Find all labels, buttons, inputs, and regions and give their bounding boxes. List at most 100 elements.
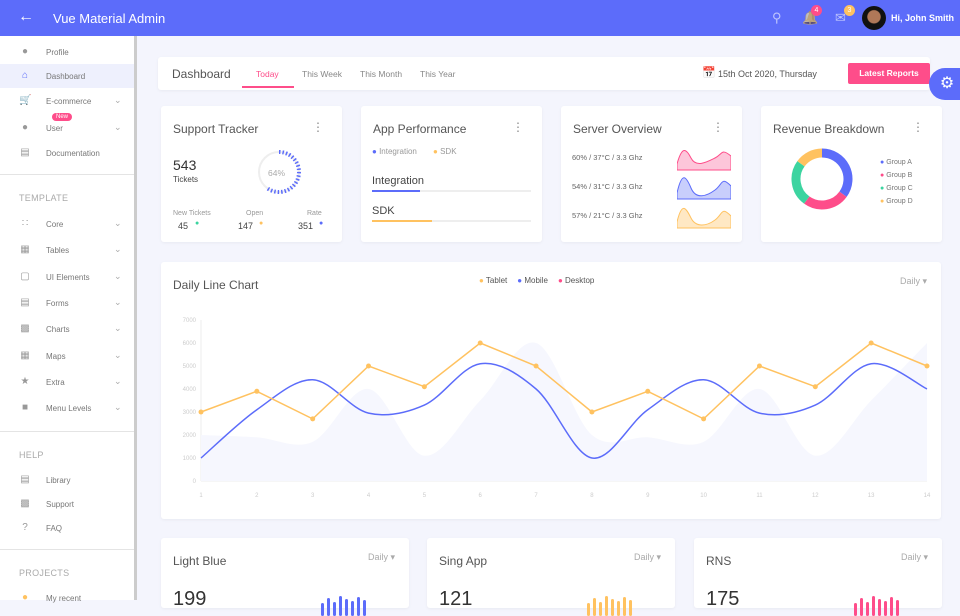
tablet-point [645,388,651,394]
sidebar-item-maps[interactable]: ▦ Maps ⌄ [0,344,134,368]
table-icon: ▦ [20,244,30,256]
x-tick-label: 12 [812,493,819,499]
sidebar-item-tables[interactable]: ▦ Tables ⌄ [0,238,134,262]
search-icon[interactable]: ⚲ [772,10,782,25]
y-tick-label: 2000 [183,433,197,439]
y-tick-label: 6000 [183,341,197,347]
legend-item: ● Group B [880,172,913,185]
support-tracker-card: Support Tracker ⋮ 543 Tickets 64% New Tic… [161,106,342,242]
avatar[interactable] [862,6,886,30]
sidebar-item-label: Charts [46,325,70,335]
library-icon: ▤ [20,474,30,485]
mini-bar [629,600,632,616]
daily-line-chart-card: Daily Line Chart ● Tablet ● Mobile ● Deskt… [161,262,941,519]
legend-item: ● Group C [880,185,913,198]
sidebar-item-label: Core [46,220,64,229]
tablet-point [589,409,595,415]
x-tick-label: 8 [590,493,594,499]
dot-icon: ● [557,276,563,285]
sidebar-item-faq[interactable]: ? FAQ [0,516,134,540]
page-title: Dashboard [172,67,231,81]
legend-item: Integration [379,147,417,156]
sidebar-item-label: Tables [46,246,70,256]
mini-bar [878,599,881,616]
sidebar-item-my-recent[interactable]: ● My recent [0,586,134,610]
tablet-point [868,340,874,346]
dot-icon: ● [195,220,200,227]
tab-this-week[interactable]: This Week [302,69,342,79]
user-greeting[interactable]: Hi, John Smith [891,13,954,23]
legend-item[interactable]: ● Desktop [558,276,594,285]
chevron-down-icon: ⌄ [114,218,122,228]
period-label: Daily [633,552,654,562]
more-vert-icon[interactable]: ⋮ [312,120,324,134]
dashboard-toolbar: Dashboard Today This Week This Month Thi… [158,57,930,90]
legend-item[interactable]: ● Mobile [517,276,548,285]
x-tick-label: 14 [924,493,931,499]
tablet-point [421,384,427,390]
sidebar-item-extra[interactable]: ★ Extra ⌄ [0,370,134,394]
y-tick-label: 0 [193,479,197,485]
period-select[interactable]: Daily ▾ [899,276,927,286]
period-select[interactable]: Daily ▾ [633,552,661,562]
latest-reports-button[interactable]: Latest Reports [848,63,930,84]
mini-bar [884,601,887,616]
sidebar-item-support[interactable]: ▩ Support [0,492,134,516]
dot-icon: ● [21,592,29,603]
dot-icon: ● [372,147,377,156]
card-title: RNS [706,554,732,568]
tab-this-month[interactable]: This Month [360,69,403,79]
sidebar-item-forms[interactable]: ▤ Forms ⌄ [0,291,134,315]
y-tick-label: 5000 [183,364,197,370]
bell-icon[interactable]: 🔔 4 [802,5,822,26]
sidebar-item-ui-elements[interactable]: ▢ UI Elements ⌄ [0,265,134,289]
sidebar-item-charts[interactable]: ▩ Charts ⌄ [0,317,134,341]
chevron-down-icon: ⌄ [114,270,122,281]
mail-icon[interactable]: ✉ 3 [835,5,855,26]
sidebar-item-label: FAQ [46,524,63,533]
mini-bar [611,599,614,616]
sidebar-item-ecommerce[interactable]: 🛒 E-commerce ⌄ [0,89,134,113]
period-select[interactable]: Daily ▾ [900,552,928,562]
settings-gear-button[interactable]: ⚙ [929,68,960,100]
tab-today[interactable]: Today [256,69,279,79]
series-mobile-line [200,362,928,459]
legend-label: Group C [886,185,913,192]
chevron-down-icon: ⌄ [114,122,122,132]
sidebar-item-documentation[interactable]: ▤ Documentation [0,141,134,165]
light-blue-card: Light Blue Daily ▾ 199 [161,538,409,616]
more-vert-icon[interactable]: ⋮ [512,120,524,134]
x-tick-label: 2 [255,493,259,499]
sidebar-item-dashboard[interactable]: ⌂ Dashboard [0,64,134,88]
chevron-down-icon: ⌄ [114,296,122,307]
legend-label: Group D [886,198,913,205]
bar-label: SDK [372,205,395,217]
donut-slice [797,148,823,167]
sidebar-item-profile[interactable]: ● Profile [0,40,134,64]
period-select[interactable]: Daily ▾ [367,552,395,562]
dot-icon: ● [880,159,885,166]
dot-icon: ● [433,147,438,156]
chevron-down-icon: ⌄ [114,244,122,255]
sidebar-item-menu-levels[interactable]: ■ Menu Levels ⌄ [0,396,134,420]
ui-elements-icon: ▢ [20,270,30,282]
sidebar-item-core[interactable]: ∷ Core ⌄ [0,212,134,236]
back-arrow-icon[interactable]: ← [18,8,34,25]
sidebar-item-library[interactable]: ▤ Library [0,468,134,492]
more-vert-icon[interactable]: ⋮ [712,120,724,134]
sidebar-item-user[interactable]: ● User New ⌄ [0,113,134,140]
more-vert-icon[interactable]: ⋮ [912,120,924,134]
tab-this-year[interactable]: This Year [420,69,456,79]
chevron-down-icon: ⌄ [114,349,122,360]
progress-percent: 64% [268,168,286,178]
legend-item[interactable]: ● Tablet [479,276,507,285]
document-icon: ▤ [20,147,30,158]
sidebar-item-label: My recent [46,594,82,603]
sidebar-item-label: Forms [46,298,69,308]
dot-icon: ● [880,172,885,179]
mini-bar [866,602,869,616]
period-label: Daily [900,552,921,562]
legend-item: ● Group D [880,198,913,211]
tablet-point [310,416,316,422]
